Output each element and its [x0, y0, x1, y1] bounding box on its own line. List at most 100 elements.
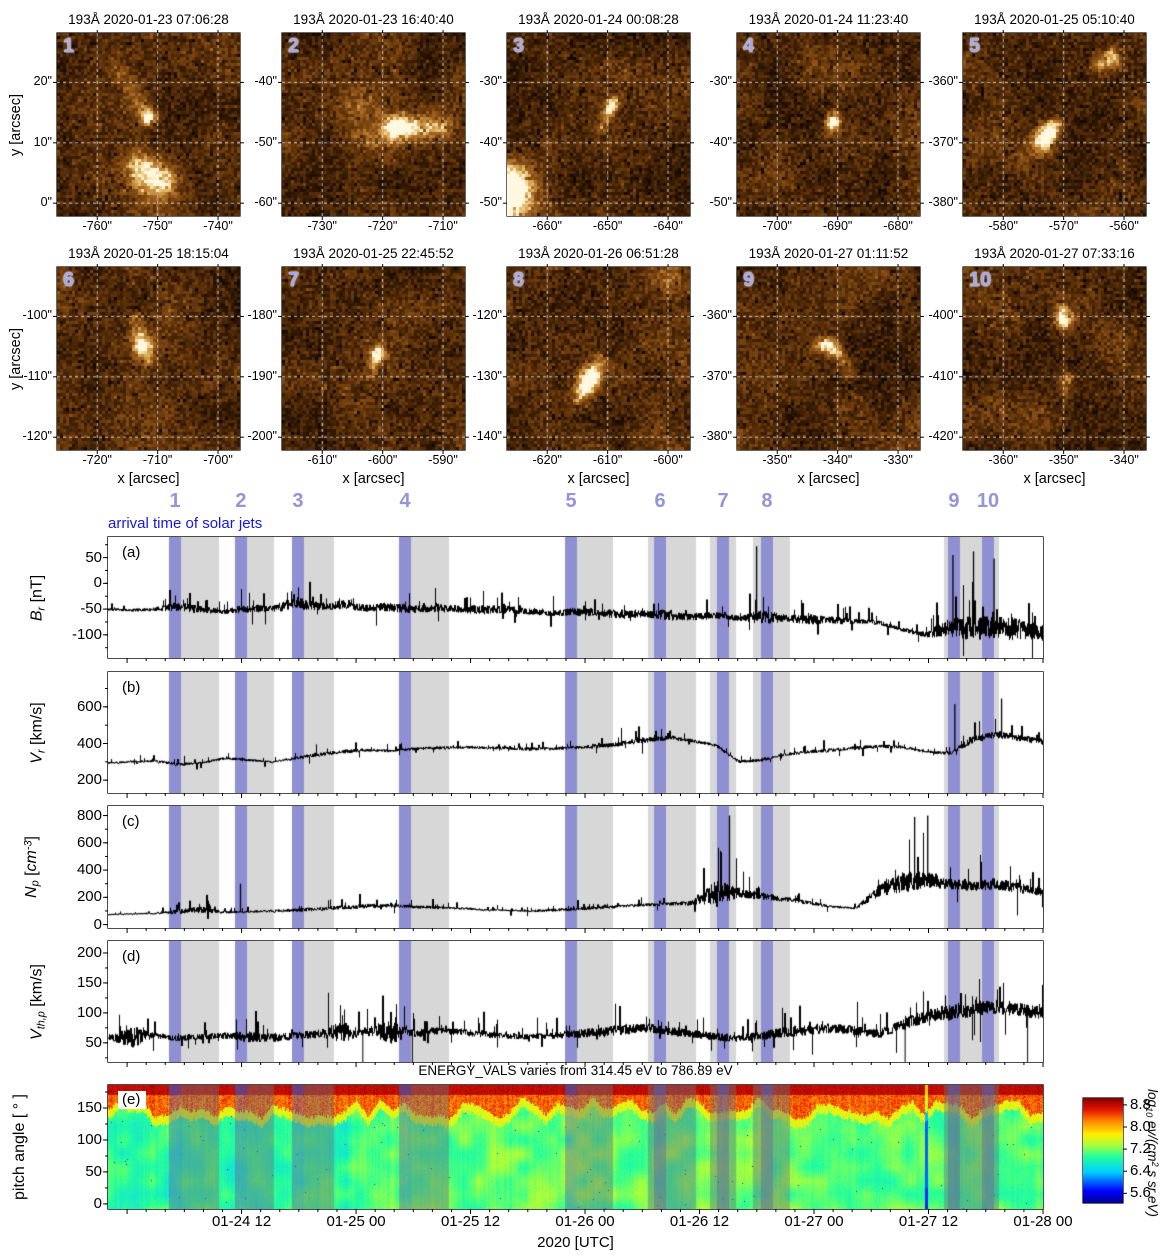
image-y-tick-label: -420" [928, 429, 958, 444]
image-jet-number: 7 [288, 269, 300, 291]
image-x-axis-label: x [arcsec] [567, 471, 630, 487]
panel-c-y-tick-label: 0 [93, 915, 102, 933]
image-title: 193Å 2020-01-27 01:11:52 [748, 246, 909, 261]
image-y-tick-label: 0" [40, 195, 52, 210]
image-x-tick-label: -360" [988, 453, 1018, 467]
time-tick-label: 01-28 00 [1013, 1213, 1073, 1230]
image-y-tick-label: -360" [928, 74, 958, 89]
jet-arrival-number: 2 [235, 490, 247, 512]
image-y-tick-label: -140" [472, 429, 502, 444]
image-y-tick-label: -30" [709, 74, 732, 89]
image-x-tick-label: -560" [1109, 219, 1139, 233]
image-title: 193Å 2020-01-23 16:40:40 [293, 12, 454, 27]
jet-arrival-number: 6 [654, 490, 666, 512]
colorbar-canvas [1083, 1098, 1123, 1203]
image-y-tick-label: -50" [254, 134, 277, 149]
image-x-tick-label: -760" [82, 219, 112, 233]
image-x-tick-label: -610" [307, 453, 337, 467]
time-tick-label: 01-25 12 [440, 1213, 501, 1230]
image-y-tick-label: -200" [247, 429, 277, 444]
image-y-tick-label: -30" [479, 74, 502, 89]
solar-image-canvas-5 [963, 33, 1146, 216]
panel-a-y-tick-label: -100 [71, 625, 102, 643]
image-x-tick-label: -340" [1109, 453, 1139, 467]
image-y-axis-label: y [arcsec] [8, 93, 24, 156]
image-y-tick-label: -50" [709, 195, 732, 210]
image-x-tick-label: -330" [883, 453, 913, 467]
image-x-tick-label: -620" [532, 453, 562, 467]
image-x-tick-label: -350" [1048, 453, 1079, 467]
panel-c-letter: (c) [122, 813, 140, 830]
image-x-tick-label: -660" [532, 219, 562, 233]
image-y-axis-label: y [arcsec] [8, 327, 24, 390]
solar-image-canvas-6 [57, 267, 240, 450]
panel-a-y-tick-label: 0 [93, 574, 102, 592]
image-x-tick-label: -750" [142, 219, 173, 233]
image-jet-number: 3 [513, 35, 525, 57]
image-jet-number: 2 [288, 35, 300, 57]
panel-d-y-tick-label: 200 [76, 943, 102, 961]
jet-arrival-number: 3 [292, 490, 304, 512]
image-y-tick-label: -50" [479, 195, 502, 210]
image-x-tick-label: -740" [203, 219, 233, 233]
image-title: 193Å 2020-01-25 22:45:52 [293, 246, 454, 261]
image-jet-number: 10 [969, 269, 992, 291]
image-x-tick-label: -650" [592, 219, 623, 233]
image-x-tick-label: -720" [367, 219, 398, 233]
image-x-tick-label: -340" [822, 453, 853, 467]
image-jet-number: 5 [969, 35, 981, 57]
image-jet-number: 6 [63, 269, 75, 291]
jet-arrival-number: 9 [948, 490, 960, 512]
image-y-tick-label: -120" [22, 429, 52, 444]
solar-image-canvas-8 [507, 267, 690, 450]
image-x-tick-label: -610" [592, 453, 623, 467]
image-x-tick-label: -640" [653, 219, 683, 233]
panel-b-y-tick-label: 200 [76, 771, 102, 789]
time-tick-label: 01-24 12 [211, 1213, 272, 1230]
image-y-tick-label: -380" [702, 429, 732, 444]
image-x-axis-label: x [arcsec] [342, 471, 405, 487]
panel-c-y-tick-label: 400 [76, 861, 102, 879]
colorbar-tick-label: 6.4 [1130, 1162, 1151, 1180]
image-jet-number: 1 [63, 35, 75, 57]
image-x-tick-label: -730" [307, 219, 337, 233]
panel-a-canvas [108, 537, 1043, 658]
image-x-tick-label: -350" [762, 453, 792, 467]
solar-image-canvas-7 [282, 267, 465, 450]
solar-image-canvas-3 [507, 33, 690, 216]
panel-a-y-tick-label: 50 [85, 548, 102, 566]
image-jet-number: 4 [743, 35, 755, 57]
image-title: 193Å 2020-01-26 06:51:28 [518, 246, 679, 261]
panel-d-y-axis-label: Vth,p [km/s] [28, 963, 48, 1040]
colorbar-tick-label: 8.0 [1130, 1118, 1151, 1135]
panel-b-y-axis-label: Vr [km/s] [28, 701, 48, 764]
image-jet-number: 9 [743, 269, 755, 291]
solar-image-canvas-9 [737, 267, 920, 450]
image-title: 193Å 2020-01-24 00:08:28 [518, 12, 679, 27]
image-y-tick-label: -370" [702, 368, 732, 383]
time-tick-label: 01-26 00 [555, 1213, 615, 1230]
image-y-tick-label: 20" [33, 74, 52, 89]
jet-arrival-number: 5 [565, 490, 577, 512]
panel-d-canvas [108, 941, 1043, 1062]
time-tick-label: 01-25 00 [326, 1213, 386, 1230]
image-x-tick-label: -570" [1048, 219, 1079, 233]
image-y-tick-label: 10" [33, 134, 52, 149]
image-x-tick-label: -590" [428, 453, 458, 467]
image-y-tick-label: -130" [472, 368, 502, 383]
panel-b-y-tick-label: 400 [76, 734, 102, 752]
panel-c-y-tick-label: 200 [76, 888, 102, 906]
image-y-tick-label: -40" [709, 134, 732, 149]
energy-vals-title: ENERGY_VALS varies from 314.45 eV to 786… [418, 1063, 733, 1078]
image-y-tick-label: -110" [23, 368, 52, 383]
image-x-axis-label: x [arcsec] [797, 471, 860, 487]
jet-arrival-number: 7 [717, 490, 729, 512]
colorbar-tick-label: 7.2 [1130, 1140, 1151, 1158]
image-y-tick-label: -180" [247, 308, 277, 323]
solar-image-canvas-10 [963, 267, 1146, 450]
panel-a-y-axis-label: Br [nT] [28, 574, 48, 621]
solar-image-canvas-2 [282, 33, 465, 216]
panel-c-y-tick-label: 600 [76, 833, 102, 851]
image-x-tick-label: -710" [428, 219, 458, 233]
image-y-tick-label: -190" [247, 368, 277, 383]
